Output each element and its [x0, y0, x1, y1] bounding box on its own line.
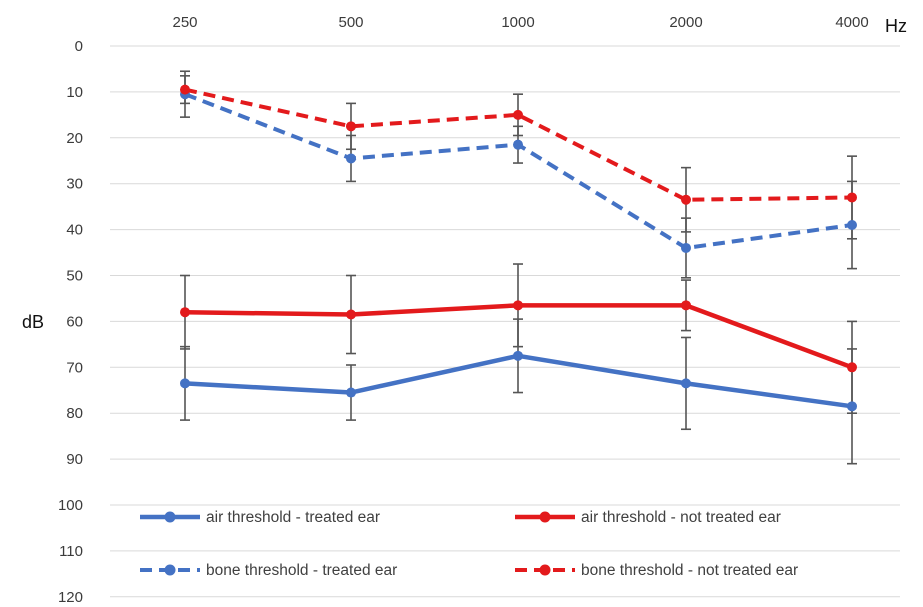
x-tick-label: 2000 — [669, 14, 702, 31]
data-point — [847, 192, 857, 203]
x-axis-unit-label: Hz — [885, 16, 907, 36]
legend-label: air threshold - treated ear — [206, 509, 380, 526]
y-tick-label: 10 — [66, 84, 83, 101]
y-tick-labels: 0 10 20 30 40 50 60 70 80 90 100 110 120 — [58, 38, 83, 606]
y-tick-label: 30 — [66, 176, 83, 193]
data-point — [847, 362, 857, 373]
y-tick-label: 60 — [66, 313, 83, 330]
data-point — [681, 242, 691, 253]
legend-swatch-marker — [164, 511, 176, 523]
y-tick-label: 0 — [75, 38, 83, 55]
data-point — [513, 350, 523, 361]
data-point — [681, 300, 691, 311]
legend-swatch-marker — [539, 511, 551, 523]
y-tick-label: 100 — [58, 497, 83, 514]
data-point — [180, 378, 190, 389]
legend: air threshold - treated ear air threshold… — [140, 509, 798, 579]
data-point — [847, 220, 857, 231]
y-axis-unit-label: dB — [22, 312, 44, 332]
data-point — [847, 401, 857, 412]
y-tick-label: 90 — [66, 451, 83, 468]
y-tick-label: 40 — [66, 222, 83, 239]
legend-entry: air threshold - not treated ear — [515, 509, 781, 526]
data-series — [180, 84, 857, 412]
data-point — [346, 121, 356, 132]
data-point — [346, 309, 356, 320]
data-point — [346, 153, 356, 164]
x-tick-label: 4000 — [835, 14, 868, 31]
x-tick-labels: 250 500 1000 2000 4000 — [172, 14, 868, 31]
legend-label: bone threshold - not treated ear — [581, 562, 798, 579]
y-tick-label: 50 — [66, 268, 83, 285]
data-point — [180, 84, 190, 95]
y-tick-label: 120 — [58, 589, 83, 606]
series-2 — [180, 300, 857, 373]
legend-label: air threshold - not treated ear — [581, 509, 781, 526]
data-point — [513, 109, 523, 120]
data-point — [681, 378, 691, 389]
data-point — [513, 139, 523, 150]
legend-entry: air threshold - treated ear — [140, 509, 380, 526]
x-tick-label: 250 — [172, 14, 197, 31]
y-tick-label: 20 — [66, 130, 83, 147]
data-point — [513, 300, 523, 311]
legend-entry: bone threshold - treated ear — [140, 562, 397, 579]
y-tick-label: 80 — [66, 405, 83, 422]
legend-label: bone threshold - treated ear — [206, 562, 397, 579]
data-point — [180, 307, 190, 318]
series-1 — [180, 350, 857, 412]
y-tick-label: 110 — [59, 543, 83, 560]
x-tick-label: 500 — [338, 14, 363, 31]
data-point — [681, 194, 691, 205]
gridlines — [110, 45, 900, 598]
series-line — [184, 87, 853, 202]
data-point — [346, 387, 356, 398]
legend-swatch-marker — [164, 564, 176, 576]
x-tick-label: 1000 — [501, 14, 534, 31]
legend-swatch-marker — [539, 564, 551, 576]
y-tick-label: 70 — [66, 359, 83, 376]
series-4 — [180, 84, 857, 205]
legend-entry: bone threshold - not treated ear — [515, 562, 798, 579]
